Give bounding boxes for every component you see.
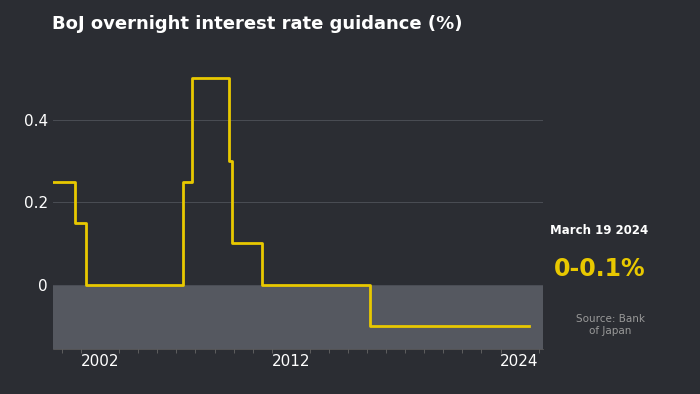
Text: BoJ overnight interest rate guidance (%): BoJ overnight interest rate guidance (%) [52,15,463,33]
Text: March 19 2024: March 19 2024 [550,224,648,237]
Bar [52,285,542,349]
Text: 0-0.1%: 0-0.1% [554,257,645,281]
Text: Source: Bank
of Japan: Source: Bank of Japan [576,314,645,336]
